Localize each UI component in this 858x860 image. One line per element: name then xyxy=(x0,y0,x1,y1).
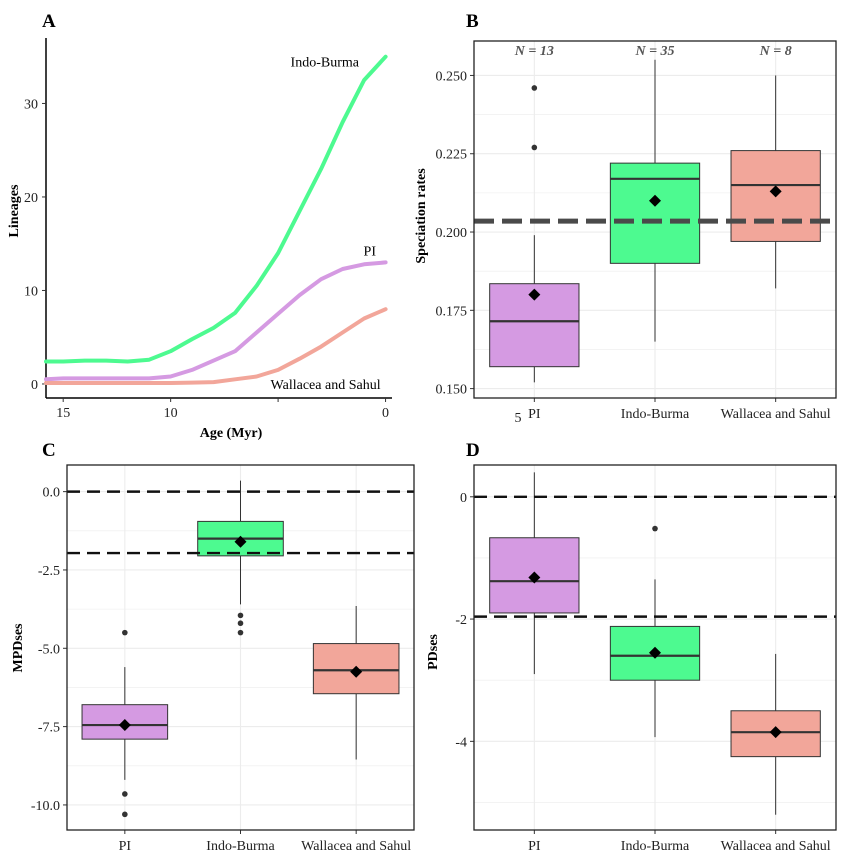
panel-b-plot-area: N = 13 PI N = 35 Indo-Burma N = 8 Wallacea an… xyxy=(436,40,837,426)
panel-b-y-tick-label: 0.225 xyxy=(436,148,468,163)
panel-a-x-tick-label: 10 xyxy=(164,406,178,421)
panel-c-label: C xyxy=(42,440,56,461)
panel-d-label: D xyxy=(466,440,480,461)
panel-d-y-tick-label: 0 xyxy=(460,491,467,506)
panel-a-x-tick-label-5: 5 xyxy=(515,411,522,426)
panel-c-outlier xyxy=(122,791,128,797)
panel-a-series-label: Indo-Burma xyxy=(291,56,360,71)
panel-c-mpdses: C PI Indo-Burma Wallacea and Sahul 0.0 -2.5 -… xyxy=(11,440,415,854)
panel-d-pdses: D PI Indo-Burma Wallacea and Sahul 0 -2 -4 PD… xyxy=(426,440,837,854)
panel-c-x-tick-label: Wallacea and Sahul xyxy=(301,839,411,854)
panel-c-y-tick-label: 0.0 xyxy=(43,486,61,501)
panel-a-x-axis-title: Age (Myr) xyxy=(200,426,263,441)
panel-c-plot-area: PI Indo-Burma Wallacea and Sahul 0.0 -2.5 -5.… xyxy=(31,464,415,854)
panel-b-x-tick-label: Indo-Burma xyxy=(621,407,690,422)
panel-c-outlier xyxy=(237,612,244,619)
panel-b-mean-marker xyxy=(528,288,541,301)
panel-a-plot-area: 0 10 20 30 15 10 0 Indo-Burma PI Wallacea and Sah… xyxy=(24,38,392,421)
panel-b-x-tick-label: Wallacea and Sahul xyxy=(721,407,831,422)
panel-b-mean-marker xyxy=(769,185,782,198)
panel-d-x-tick-label: PI xyxy=(528,839,541,854)
panel-a-x-tick-label: 15 xyxy=(56,406,70,421)
panel-c-outlier xyxy=(122,811,128,818)
panel-a-y-tick-label: 30 xyxy=(24,97,38,112)
panel-d-plot-area: PI Indo-Burma Wallacea and Sahul 0 -2 -4 xyxy=(455,464,837,854)
panel-b-y-tick-label: 0.200 xyxy=(436,226,468,241)
panel-d-frame xyxy=(473,464,837,831)
panel-d-y-axis-title: PDses xyxy=(426,634,441,670)
panel-a-series-label: Wallacea and Sahul xyxy=(271,378,381,393)
panel-c-mean-marker xyxy=(118,719,131,732)
panel-c-outlier xyxy=(237,620,244,627)
panel-b-outlier xyxy=(531,144,538,151)
panel-d-mean-marker xyxy=(528,571,541,584)
panel-a-series-line xyxy=(44,260,388,382)
panel-c-x-tick-label: PI xyxy=(119,839,132,854)
panel-b-sample-size: N = 35 xyxy=(634,44,674,59)
panel-d-x-tick-label: Wallacea and Sahul xyxy=(721,839,831,854)
panel-b-sample-size: N = 8 xyxy=(759,44,792,59)
panel-c-outlier xyxy=(237,629,244,636)
panel-b-x-tick-label: PI xyxy=(528,407,541,422)
panel-c-y-axis-title: MPDses xyxy=(11,623,26,673)
panel-d-x-tick-label: Indo-Burma xyxy=(621,839,690,854)
panel-c-y-tick-label: -5.0 xyxy=(38,642,60,657)
panel-b-box xyxy=(730,150,821,242)
panel-a-x-tick-label: 0 xyxy=(382,406,389,421)
panel-c-mean-marker xyxy=(350,665,363,678)
panel-a-y-tick-label: 10 xyxy=(24,284,38,299)
panel-b-outlier xyxy=(531,85,538,91)
panel-c-outlier xyxy=(122,629,128,636)
panel-a-y-axis-title: Lineages xyxy=(7,184,22,237)
panel-c-y-tick-label: -2.5 xyxy=(38,564,60,579)
panel-b-y-tick-label: 0.150 xyxy=(436,383,468,398)
panel-d-outlier xyxy=(652,525,658,532)
panel-b-label: B xyxy=(466,11,479,32)
panel-d-mean-marker xyxy=(769,726,782,739)
panel-a-series-label: PI xyxy=(364,244,377,259)
panel-a-series-line xyxy=(44,54,388,364)
panel-a-y-tick-label: 20 xyxy=(24,191,38,206)
panel-b-y-tick-label: 0.250 xyxy=(436,69,468,84)
panel-b-mean-marker xyxy=(649,194,661,207)
panel-a-lineages-through-time: A 0 10 20 30 15 10 0 Indo-Burma PI Wallacea and S… xyxy=(7,11,392,441)
panel-c-x-tick-label: Indo-Burma xyxy=(206,839,275,854)
panel-c-y-tick-label: -10.0 xyxy=(31,799,60,814)
panel-a-y-tick-label: 0 xyxy=(31,378,38,393)
panel-b-y-tick-label: 0.175 xyxy=(436,304,468,319)
panel-a-series-line xyxy=(44,307,388,385)
panel-b-speciation-rates: B N = 13 PI N = 35 Indo-Burma N = 8 Wallacea … xyxy=(414,11,837,426)
panel-d-y-tick-label: -4 xyxy=(455,735,467,750)
panel-c-y-tick-label: -7.5 xyxy=(38,721,60,736)
panel-b-frame xyxy=(473,40,837,399)
panel-c-frame xyxy=(66,464,415,831)
panel-d-y-tick-label: -2 xyxy=(455,613,467,628)
panel-b-sample-size: N = 13 xyxy=(514,44,554,59)
panel-d-mean-marker xyxy=(649,646,661,659)
panel-b-y-axis-title: Speciation rates xyxy=(414,168,429,264)
panel-a-label: A xyxy=(42,11,56,32)
panel-c-mean-marker xyxy=(234,535,247,548)
